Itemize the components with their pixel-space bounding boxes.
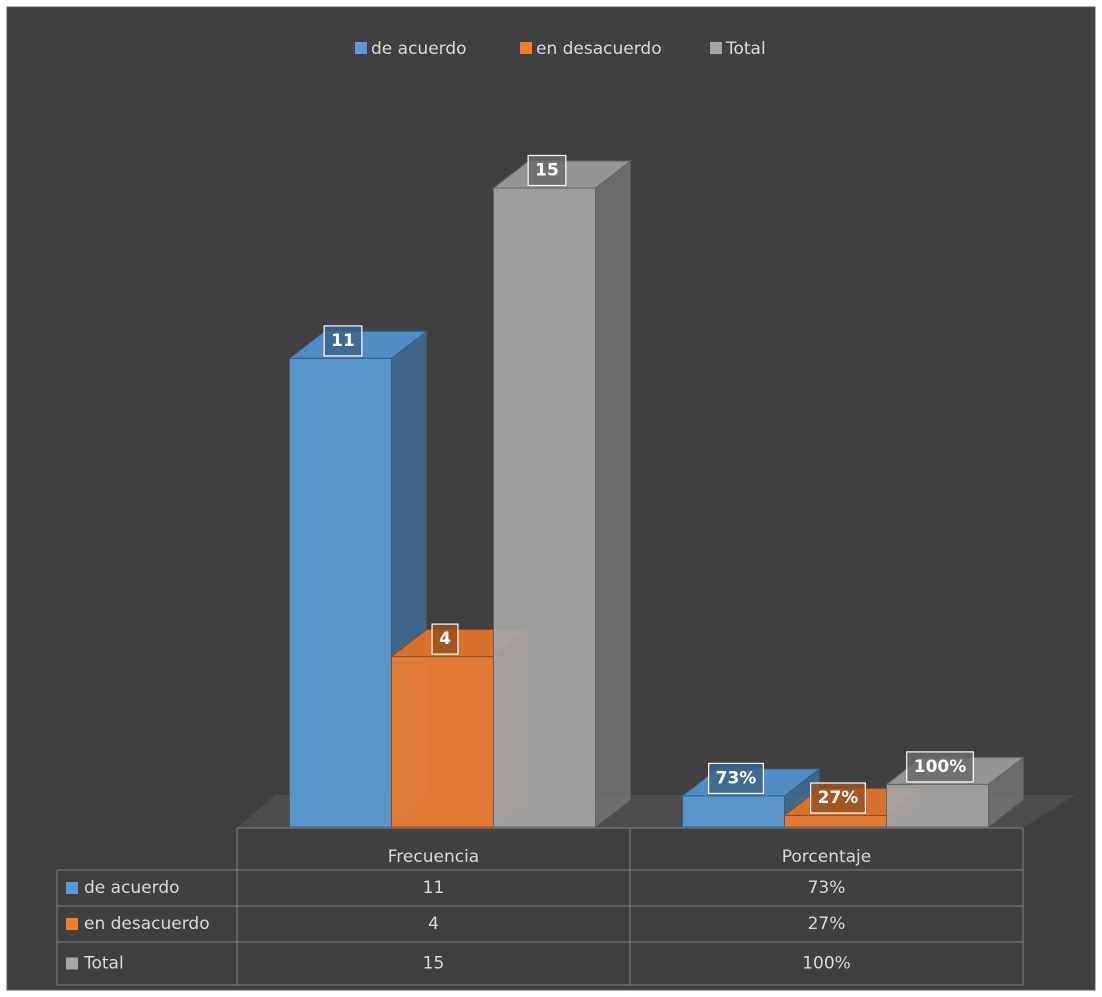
- legend-swatch: [520, 42, 532, 54]
- table-cell: 100%: [802, 954, 851, 974]
- table-cell: 11: [423, 878, 445, 898]
- data-label-box: [810, 782, 866, 814]
- table-header: Porcentaje: [782, 847, 872, 867]
- legend-label: de acuerdo: [371, 39, 467, 59]
- bar: [289, 357, 392, 828]
- table-row-label: Total: [83, 954, 124, 974]
- legend-swatch: [355, 42, 367, 54]
- table-swatch: [66, 957, 78, 970]
- table-swatch: [66, 882, 78, 894]
- bar: [886, 783, 989, 828]
- table-cell: 27%: [808, 914, 846, 934]
- data-label: 73%: [716, 768, 757, 788]
- table-cell: 4: [428, 914, 439, 934]
- data-label: 4: [439, 629, 451, 649]
- bar: [682, 795, 785, 828]
- bar: [493, 187, 596, 828]
- data-label: 15: [535, 161, 559, 181]
- bar-side: [595, 159, 631, 829]
- data-label: 27%: [818, 788, 859, 808]
- legend-label: Total: [725, 39, 766, 59]
- table-cell: 73%: [808, 878, 846, 898]
- data-label-box: [906, 751, 974, 783]
- table-swatch: [66, 918, 78, 930]
- table-row-label: de acuerdo: [84, 878, 180, 898]
- data-label: 11: [331, 331, 355, 351]
- legend-swatch: [710, 42, 722, 54]
- data-label-box: [708, 762, 764, 795]
- table-cell: 15: [423, 954, 445, 974]
- data-label: 100%: [914, 757, 967, 777]
- bar: [391, 656, 494, 828]
- data-label-box: [527, 154, 567, 187]
- legend-label: en desacuerdo: [536, 39, 662, 59]
- bar: [784, 814, 887, 828]
- data-label-box: [323, 325, 363, 357]
- data-label-box: [431, 623, 459, 655]
- table-row-label: en desacuerdo: [84, 914, 210, 934]
- table-header: Frecuencia: [388, 847, 479, 867]
